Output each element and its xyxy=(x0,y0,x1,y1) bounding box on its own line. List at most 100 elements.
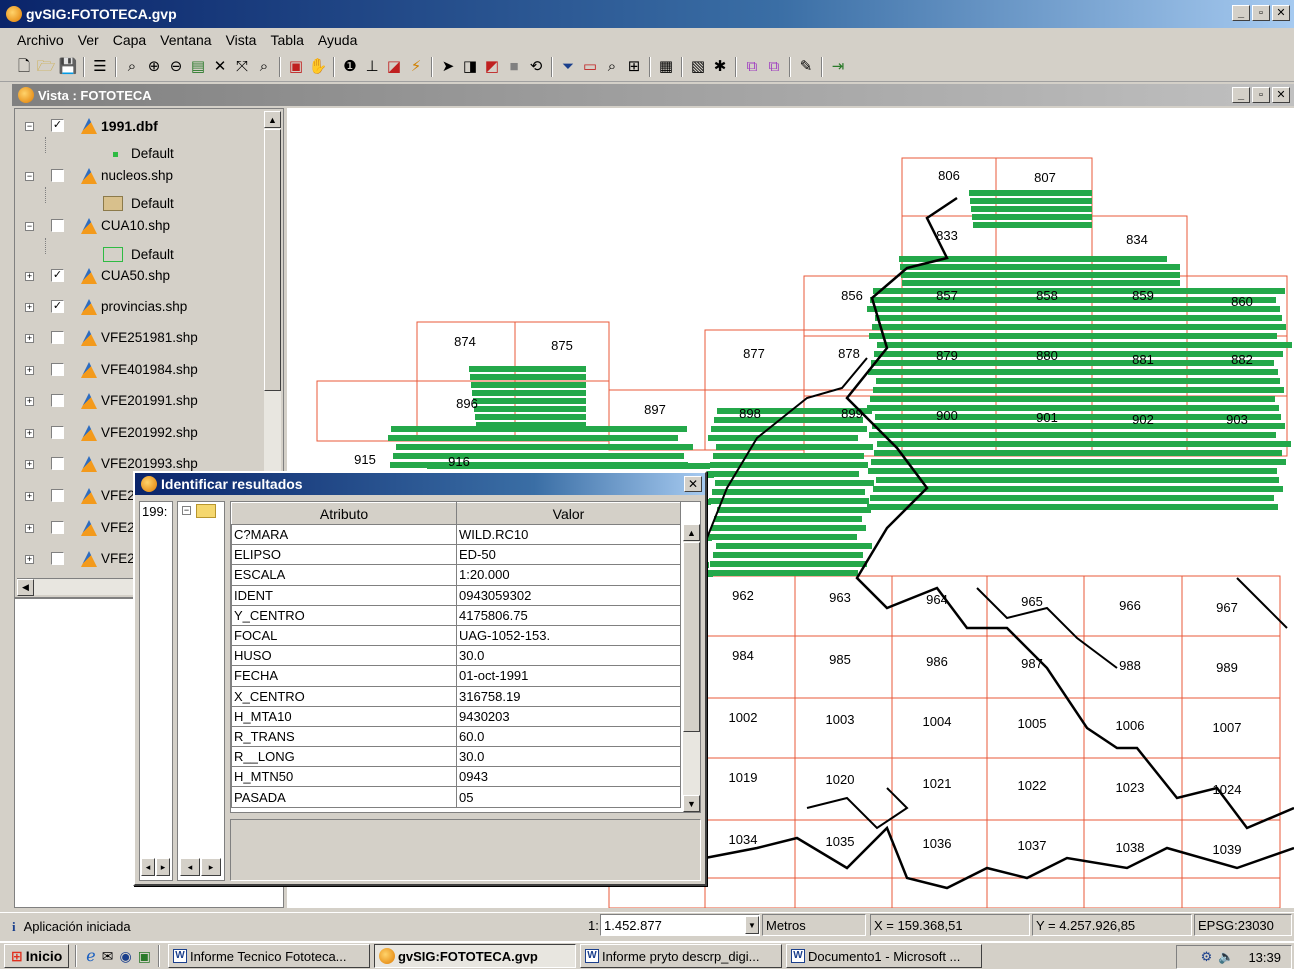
layer-name[interactable]: provincias.shp xyxy=(101,299,188,314)
task-gvsig[interactable]: gvSIG:FOTOTECA.gvp xyxy=(373,944,576,968)
expand-icon[interactable]: + xyxy=(25,459,34,469)
table-scroll-down-icon[interactable]: ▼ xyxy=(683,795,700,812)
attribute-row[interactable]: ELIPSO ED-50 xyxy=(231,544,681,566)
toc-layer-11[interactable]: + VFE2 xyxy=(15,517,265,539)
dialog-close-button[interactable]: ✕ xyxy=(684,476,702,492)
attribute-name[interactable]: H_MTA10 xyxy=(231,705,457,727)
menu-ayuda[interactable]: Ayuda xyxy=(317,32,358,48)
attribute-row[interactable]: PASADA 05 xyxy=(231,786,681,808)
expand-icon[interactable]: + xyxy=(25,428,34,438)
scale-value[interactable]: 1.452.877 xyxy=(604,917,662,933)
toc-layer-6[interactable]: + VFE401984.shp xyxy=(15,359,265,381)
layer-name[interactable]: CUA50.shp xyxy=(101,268,171,283)
filter-icon[interactable]: ⏷ xyxy=(561,58,574,75)
attribute-value[interactable]: 30.0 xyxy=(456,645,681,667)
measure-area-icon[interactable]: ◪ xyxy=(386,58,402,75)
expand-icon[interactable]: + xyxy=(25,396,34,406)
list-scroll-right-icon[interactable]: ▸ xyxy=(156,858,170,876)
attribute-name[interactable]: ESCALA xyxy=(231,564,457,586)
menu-ventana[interactable]: Ventana xyxy=(160,32,212,48)
paste-view-icon[interactable]: ⧉ xyxy=(768,58,780,75)
task-documento1[interactable]: W Documento1 - Microsoft ... xyxy=(785,944,982,968)
layer-name[interactable]: 1991.dbf xyxy=(101,118,158,134)
toc-layer-7[interactable]: + VFE201991.shp xyxy=(15,390,265,412)
select-rectangle-icon[interactable]: ◨ xyxy=(462,58,478,75)
layer-name[interactable]: VFE401984.shp xyxy=(101,362,198,377)
expand-icon[interactable]: + xyxy=(25,302,34,312)
zoom-previous-icon[interactable]: ⌕ xyxy=(259,58,269,75)
hyperlink-icon[interactable]: ⚡ xyxy=(410,58,422,75)
attribute-name[interactable]: R_TRANS xyxy=(231,725,457,748)
select-all-icon[interactable]: ▭ xyxy=(582,58,598,75)
scale-combobox[interactable]: 1.452.877 ▼ xyxy=(600,914,760,936)
pan-hand-icon[interactable]: ✋ xyxy=(308,58,328,75)
scroll-up-icon[interactable]: ▲ xyxy=(264,111,281,128)
expand-icon[interactable]: + xyxy=(25,554,34,564)
attribute-name[interactable]: X_CENTRO xyxy=(231,685,457,707)
zoom-in-icon[interactable]: ⊕ xyxy=(147,58,161,75)
menu-ver[interactable]: Ver xyxy=(77,32,99,48)
attribute-row[interactable]: IDENT 0943059302 xyxy=(231,584,681,606)
attribute-name[interactable]: R__LONG xyxy=(231,746,457,768)
toc-vertical-scrollbar[interactable]: ▲ xyxy=(264,111,281,581)
attribute-name[interactable]: Y_CENTRO xyxy=(231,604,457,626)
switch-selection-icon[interactable]: ⟲ xyxy=(529,58,543,75)
attribute-value[interactable]: 05 xyxy=(456,786,681,808)
toc-layer-10[interactable]: + VFE2 xyxy=(15,485,265,507)
attribute-row[interactable]: ESCALA 1:20.000 xyxy=(231,564,681,586)
attribute-row[interactable]: X_CENTRO 316758.19 xyxy=(231,685,681,707)
attribute-value[interactable]: 0943 xyxy=(456,766,681,788)
new-document-icon[interactable]: 🗋 xyxy=(17,58,31,75)
attribute-value[interactable]: 4175806.75 xyxy=(456,604,681,626)
select-pointer-icon[interactable]: ➤ xyxy=(441,58,455,75)
layer-visibility-checkbox[interactable] xyxy=(51,552,64,565)
menu-capa[interactable]: Capa xyxy=(112,32,147,48)
results-layer-list[interactable]: 199: ◂ ▸ xyxy=(139,501,173,881)
scroll-left-icon[interactable]: ◀ xyxy=(17,579,34,596)
show-desktop-icon[interactable]: ▣ xyxy=(137,947,151,964)
add-layer-icon[interactable]: ☰ xyxy=(93,58,107,75)
zoom-out-icon[interactable]: ⊖ xyxy=(169,58,183,75)
layer-visibility-checkbox[interactable]: ✓ xyxy=(51,300,64,313)
attribute-row[interactable]: H_MTA10 9430203 xyxy=(231,705,681,727)
layer-visibility-checkbox[interactable] xyxy=(51,426,64,439)
task-informe-pryto[interactable]: W Informe pryto descrp_digi... xyxy=(579,944,782,968)
layer-visibility-checkbox[interactable]: ✓ xyxy=(51,269,64,282)
select-polygon-icon[interactable]: ◩ xyxy=(484,58,500,75)
zoom-to-selection-icon[interactable]: ⌕ xyxy=(607,58,617,75)
network-icon[interactable]: ⚙ xyxy=(1200,949,1213,964)
menu-vista[interactable]: Vista xyxy=(225,32,257,48)
layer-visibility-checkbox[interactable]: ✓ xyxy=(51,119,64,132)
expand-icon[interactable]: + xyxy=(25,271,34,281)
map-svg[interactable]: 806 807 833 834 856 857 858 859 860 874 875 877 878 8… xyxy=(287,108,1294,908)
layer-visibility-checkbox[interactable] xyxy=(51,489,64,502)
attribute-row[interactable]: R_TRANS 60.0 xyxy=(231,725,681,748)
expand-icon[interactable]: + xyxy=(25,491,34,501)
expand-icon[interactable]: + xyxy=(25,333,34,343)
layer-name[interactable]: VFE251981.shp xyxy=(101,330,198,345)
graphics-icon[interactable]: ⊞ xyxy=(627,58,641,75)
toc-layer-1[interactable]: − nucleos.shp xyxy=(15,165,265,187)
layer-visibility-checkbox[interactable] xyxy=(51,363,64,376)
locator-icon[interactable]: ▣ xyxy=(288,58,304,75)
zoom-full-icon[interactable]: ▤ xyxy=(190,58,206,75)
toc-layer-2[interactable]: − CUA10.shp xyxy=(15,215,265,237)
export-icon[interactable]: ⇥ xyxy=(831,58,845,75)
expand-icon[interactable]: + xyxy=(25,523,34,533)
attribute-value[interactable]: 9430203 xyxy=(456,705,681,727)
attribute-name[interactable]: HUSO xyxy=(231,645,457,667)
view-minimize-button[interactable]: _ xyxy=(1232,87,1250,103)
open-folder-icon[interactable]: 🗁 xyxy=(36,58,56,75)
results-list-item[interactable]: 199: xyxy=(142,504,168,519)
menu-tabla[interactable]: Tabla xyxy=(270,32,304,48)
attribute-name[interactable]: PASADA xyxy=(231,786,457,808)
scroll-thumb[interactable] xyxy=(264,129,281,391)
layer-name[interactable]: VFE201991.shp xyxy=(101,393,198,408)
table-scroll-up-icon[interactable]: ▲ xyxy=(683,524,700,541)
edit-icon[interactable]: ✎ xyxy=(799,58,813,75)
attribute-value[interactable]: UAG-1052-153. xyxy=(456,624,681,647)
tree-collapse-icon[interactable]: − xyxy=(182,505,191,515)
layer-name[interactable]: VFE201993.shp xyxy=(101,456,198,471)
toc-layer-0[interactable]: − ✓ 1991.dbf xyxy=(15,115,265,137)
collapse-icon[interactable]: − xyxy=(25,221,34,231)
